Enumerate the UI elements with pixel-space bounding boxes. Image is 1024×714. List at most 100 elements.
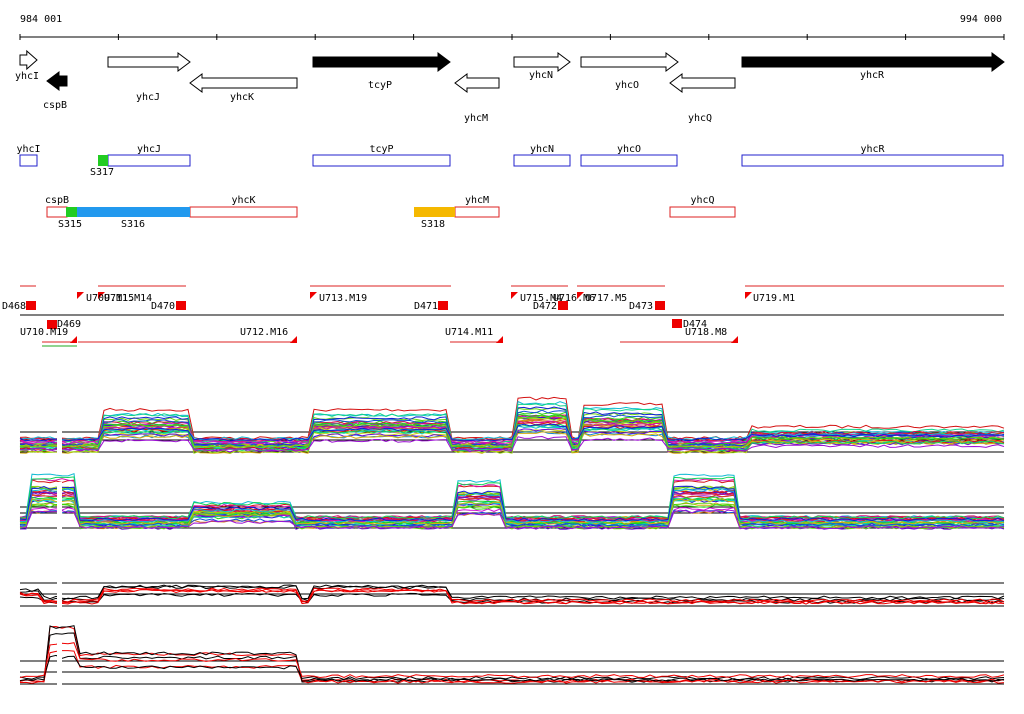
expression-trace	[19, 587, 1005, 605]
forward-gene-label: yhcN	[530, 144, 554, 155]
expression-trace	[19, 489, 1005, 521]
expression-trace	[19, 425, 1005, 441]
gene-arrow	[741, 52, 1005, 72]
feature-label: U718.M8	[685, 327, 727, 338]
feature-label: U711.M14	[104, 293, 152, 304]
feature-label: D473	[629, 301, 653, 312]
gene-label: tcyP	[368, 80, 392, 91]
expression-trace	[19, 584, 1005, 600]
expression-trace	[19, 435, 1005, 452]
expression-trace	[19, 642, 1005, 679]
gene-arrow	[107, 52, 191, 72]
gene-label: yhcN	[529, 70, 553, 81]
feature-label: D468	[2, 301, 26, 312]
segment	[77, 207, 190, 217]
feature-label: D472	[533, 301, 557, 312]
expression-trace	[19, 478, 1005, 522]
feature-box	[558, 301, 568, 310]
gene-arrow	[513, 52, 571, 72]
forward-box	[580, 154, 678, 167]
reverse-gene-label: cspB	[45, 195, 69, 206]
expression-trace	[19, 473, 1005, 520]
reverse-box	[454, 206, 500, 218]
expression-trace	[19, 479, 1005, 521]
gene-label: yhcJ	[136, 92, 160, 103]
feature-marker	[77, 292, 84, 299]
forward-box	[107, 154, 191, 167]
segment	[98, 155, 108, 166]
segment	[66, 207, 77, 217]
expression-trace	[19, 592, 1005, 604]
segment-label: S318	[421, 219, 445, 230]
feature-label: U714.M11	[445, 327, 493, 338]
forward-box	[513, 154, 571, 167]
feature-marker	[511, 292, 518, 299]
forward-gene-label: yhcI	[16, 144, 40, 155]
feature-marker	[290, 336, 297, 343]
feature-label: D470	[151, 301, 175, 312]
gene-label: yhcR	[860, 70, 885, 81]
feature-marker	[98, 292, 105, 299]
gene-label: cspB	[43, 100, 67, 111]
feature-label: U717.M5	[585, 293, 627, 304]
reverse-gene-label: yhcK	[231, 195, 255, 206]
gene-label: yhcI	[15, 71, 39, 82]
gene-arrow	[19, 49, 38, 71]
panel-gap	[57, 407, 62, 467]
panel-gap	[57, 482, 62, 543]
feature-label: D471	[414, 301, 438, 312]
feature-label: D474	[683, 319, 707, 330]
expression-trace	[19, 654, 1005, 681]
feature-label: U719.M1	[753, 293, 795, 304]
expression-trace	[20, 492, 1005, 520]
feature-box	[438, 301, 448, 310]
feature-marker	[577, 292, 584, 299]
reverse-box	[189, 206, 298, 218]
panel-gap	[57, 636, 62, 699]
feature-label: U710.M19	[20, 327, 68, 338]
gene-arrow	[312, 52, 451, 72]
feature-box	[672, 319, 682, 328]
feature-box	[655, 301, 665, 310]
gene-arrow	[454, 73, 500, 93]
feature-marker	[745, 292, 752, 299]
forward-box	[19, 154, 38, 167]
expression-trace	[19, 498, 1005, 525]
expression-trace	[19, 632, 1005, 683]
expression-trace	[19, 509, 1005, 530]
forward-gene-label: tcyP	[369, 144, 393, 155]
ruler-end: 994 000	[960, 14, 1002, 25]
segment-label: S315	[58, 219, 82, 230]
expression-trace	[19, 625, 1005, 683]
feature-marker	[310, 292, 317, 299]
gene-arrow	[46, 71, 68, 91]
feature-label: U709.M15	[86, 293, 134, 304]
expression-trace	[19, 589, 1005, 603]
ruler-start: 984 001	[20, 14, 62, 25]
feature-marker	[70, 336, 77, 343]
feature-label: U712.M16	[240, 327, 288, 338]
feature-box	[176, 301, 186, 310]
gene-label: yhcK	[230, 92, 254, 103]
panel-gap	[57, 558, 62, 621]
segment	[414, 207, 455, 217]
feature-label: D469	[57, 319, 81, 330]
feature-label: U716.M6	[553, 293, 595, 304]
gene-label: yhcO	[615, 80, 639, 91]
expression-trace	[19, 423, 1005, 442]
expression-trace	[19, 396, 1005, 440]
forward-gene-label: yhcO	[617, 144, 641, 155]
segment	[46, 206, 68, 218]
segment-label: S317	[90, 167, 114, 178]
forward-gene-label: yhcJ	[137, 144, 161, 155]
feature-marker	[731, 336, 738, 343]
gene-arrow	[580, 52, 679, 72]
expression-trace	[19, 476, 1005, 520]
expression-trace	[19, 485, 1005, 522]
gene-arrow	[189, 73, 298, 93]
feature-box	[47, 320, 57, 329]
feature-label: U715.M4	[520, 293, 562, 304]
forward-gene-label: yhcR	[860, 144, 885, 155]
expression-trace	[19, 650, 1005, 684]
